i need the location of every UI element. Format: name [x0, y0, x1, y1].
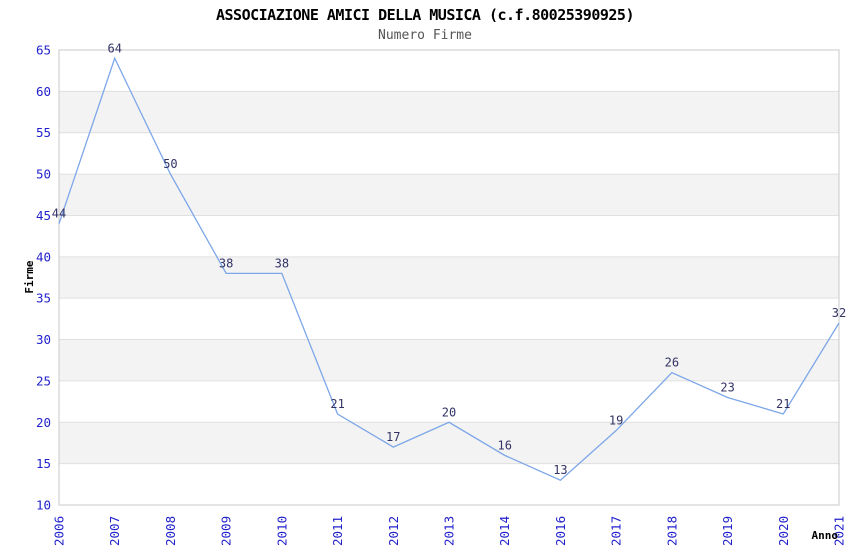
- data-label: 38: [219, 256, 233, 270]
- data-label: 32: [832, 306, 846, 320]
- data-label: 26: [665, 356, 679, 370]
- y-tick-label: 25: [36, 373, 51, 388]
- y-tick-label: 60: [36, 84, 51, 99]
- y-tick-label: 20: [36, 415, 51, 430]
- y-tick-label: 30: [36, 332, 51, 347]
- y-tick-label: 40: [36, 249, 51, 264]
- x-tick-label: 2009: [219, 516, 234, 546]
- data-label: 20: [442, 405, 456, 419]
- x-tick-label: 2007: [107, 516, 122, 546]
- plot-band: [59, 422, 839, 464]
- x-tick-label: 2018: [664, 516, 679, 546]
- y-tick-label: 15: [36, 456, 51, 471]
- y-tick-label: 35: [36, 291, 51, 306]
- plot-band: [59, 174, 839, 216]
- data-label: 19: [609, 414, 623, 428]
- series-line: [58, 56, 840, 481]
- data-label: 21: [330, 397, 344, 411]
- y-tick-label: 65: [36, 43, 51, 58]
- data-label: 21: [776, 397, 790, 411]
- x-tick-label: 2006: [52, 516, 67, 546]
- plot-band: [59, 339, 839, 381]
- plot-band: [59, 256, 839, 299]
- y-tick-label: 55: [36, 125, 51, 140]
- x-tick-label: 2014: [497, 516, 512, 546]
- x-tick-label: 2012: [386, 516, 401, 546]
- chart-title: ASSOCIAZIONE AMICI DELLA MUSICA (c.f.800…: [215, 6, 635, 24]
- data-label: 13: [553, 463, 567, 477]
- data-label: 16: [497, 438, 511, 452]
- data-label: 17: [386, 430, 400, 444]
- plot-band: [59, 91, 839, 133]
- x-tick-label: 2013: [442, 516, 457, 546]
- data-label: 23: [720, 380, 734, 394]
- x-tick-label: 2017: [609, 516, 624, 546]
- data-label: 38: [275, 256, 289, 270]
- x-tick-label: 2019: [720, 516, 735, 546]
- data-label: 44: [52, 207, 66, 221]
- y-tick-label: 10: [36, 498, 51, 513]
- y-tick-label: 50: [36, 167, 51, 182]
- x-tick-label: 2016: [553, 516, 568, 546]
- plot-border: [58, 49, 840, 506]
- data-label: 64: [107, 41, 121, 55]
- chart-subtitle: Numero Firme: [378, 28, 472, 43]
- x-axis-title: Anno: [812, 529, 839, 542]
- x-tick-label: 2008: [163, 516, 178, 546]
- data-label: 50: [163, 157, 177, 171]
- x-tick-label: 2010: [274, 516, 289, 546]
- x-tick-label: 2021: [832, 516, 847, 546]
- x-tick-label: 2020: [776, 516, 791, 546]
- y-axis-title: Firme: [23, 260, 36, 293]
- y-tick-label: 45: [36, 208, 51, 223]
- x-tick-label: 2011: [330, 516, 345, 546]
